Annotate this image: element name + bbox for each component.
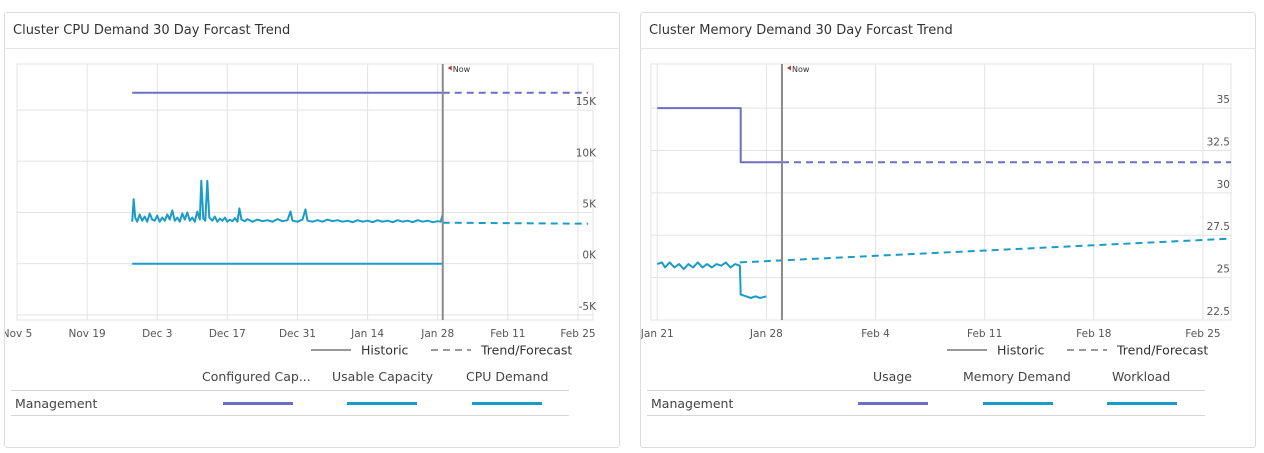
panel-title: Cluster Memory Demand 30 Day Forcast Tre…: [641, 13, 1255, 49]
memory-demand-panel: Cluster Memory Demand 30 Day Forcast Tre…: [640, 12, 1256, 448]
series-table: Configured Cap... Usable Capacity CPU De…: [11, 366, 569, 416]
row-label: Management: [651, 396, 734, 411]
column-workload: Workload: [1112, 369, 1171, 384]
x-tick-label: Dec 3: [142, 328, 172, 340]
series-table: Usage Memory Demand Workload Management: [647, 366, 1205, 416]
plot-area: [650, 63, 1232, 321]
x-tick-label: Dec 17: [209, 328, 246, 340]
x-tick-label: Nov 5: [5, 328, 32, 340]
historic-legend-label: Historic: [361, 343, 409, 358]
y-tick-label: 5K: [582, 198, 597, 210]
cpu-demand-swatch: [472, 402, 542, 405]
column-usage: Usage: [873, 369, 912, 384]
now-label: Now: [792, 65, 810, 74]
y-tick-label: 32.5: [1207, 136, 1230, 148]
row-label: Management: [15, 396, 98, 411]
series-1-forecast-line[interactable]: [739, 237, 1232, 264]
y-tick-label: 15K: [576, 96, 597, 108]
x-tick-label: Feb 11: [967, 328, 1002, 340]
forecast-legend-label: Trend/Forecast: [480, 343, 572, 358]
configured-capacity-swatch: [223, 402, 293, 405]
series-1-historic-line[interactable]: [656, 261, 767, 299]
x-tick-label: Jan 14: [350, 328, 384, 340]
memory-demand-chart[interactable]: Jan 21 Jan 28 Feb 4 Feb 11 Feb 18 Feb 25 35 32.…: [641, 13, 1257, 363]
column-usable-capacity: Usable Capacity: [332, 369, 434, 384]
series-2-historic-line[interactable]: [131, 179, 444, 224]
y-tick-label: 10K: [576, 147, 597, 159]
x-tick-label: Feb 11: [490, 328, 525, 340]
x-tick-label: Jan 28: [420, 328, 454, 340]
y-tick-label: 35: [1217, 94, 1230, 106]
now-label: Now: [453, 65, 471, 74]
y-tick-label: 30: [1217, 179, 1230, 191]
y-tick-label: -5K: [579, 301, 597, 313]
y-tick-label: 22.5: [1207, 306, 1230, 318]
table-row[interactable]: Management: [647, 391, 1205, 416]
x-tick-label: Feb 18: [1076, 328, 1111, 340]
x-tick-label: Dec 31: [279, 328, 316, 340]
y-tick-label: 0K: [582, 250, 597, 262]
y-tick-label: 25: [1217, 264, 1230, 276]
cpu-demand-panel: Cluster CPU Demand 30 Day Forcast Trend …: [4, 12, 620, 448]
panel-title: Cluster CPU Demand 30 Day Forcast Trend: [5, 13, 619, 49]
historic-legend-label: Historic: [997, 343, 1045, 358]
forecast-legend-label: Trend/Forecast: [1116, 343, 1208, 358]
now-marker-icon: [447, 65, 452, 71]
series-2-forecast-line[interactable]: [442, 221, 589, 225]
x-tick-label: Nov 19: [69, 328, 106, 340]
column-cpu-demand: CPU Demand: [466, 369, 549, 384]
x-tick-label: Jan 28: [749, 328, 783, 340]
plot-area: [16, 63, 594, 321]
x-tick-label: Jan 21: [641, 328, 674, 340]
cpu-demand-chart[interactable]: Nov 5 Nov 19 Dec 3 Dec 17 Dec 31 Jan 14 Jan 28…: [5, 13, 621, 363]
usage-swatch: [858, 402, 928, 405]
series-table-header: Configured Cap... Usable Capacity CPU De…: [11, 366, 569, 391]
series-table-header: Usage Memory Demand Workload: [647, 366, 1205, 391]
series-0-historic-line[interactable]: [657, 107, 782, 164]
x-tick-label: Feb 25: [560, 328, 595, 340]
column-configured-capacity: Configured Cap...: [202, 369, 311, 384]
memory-demand-swatch: [983, 402, 1053, 405]
table-row[interactable]: Management: [11, 391, 569, 416]
now-marker-icon: [786, 65, 791, 71]
column-memory-demand: Memory Demand: [963, 369, 1071, 384]
x-tick-label: Feb 4: [861, 328, 890, 340]
usable-capacity-swatch: [347, 402, 417, 405]
workload-swatch: [1107, 402, 1177, 405]
x-tick-label: Feb 25: [1185, 328, 1220, 340]
y-tick-label: 27.5: [1207, 221, 1230, 233]
